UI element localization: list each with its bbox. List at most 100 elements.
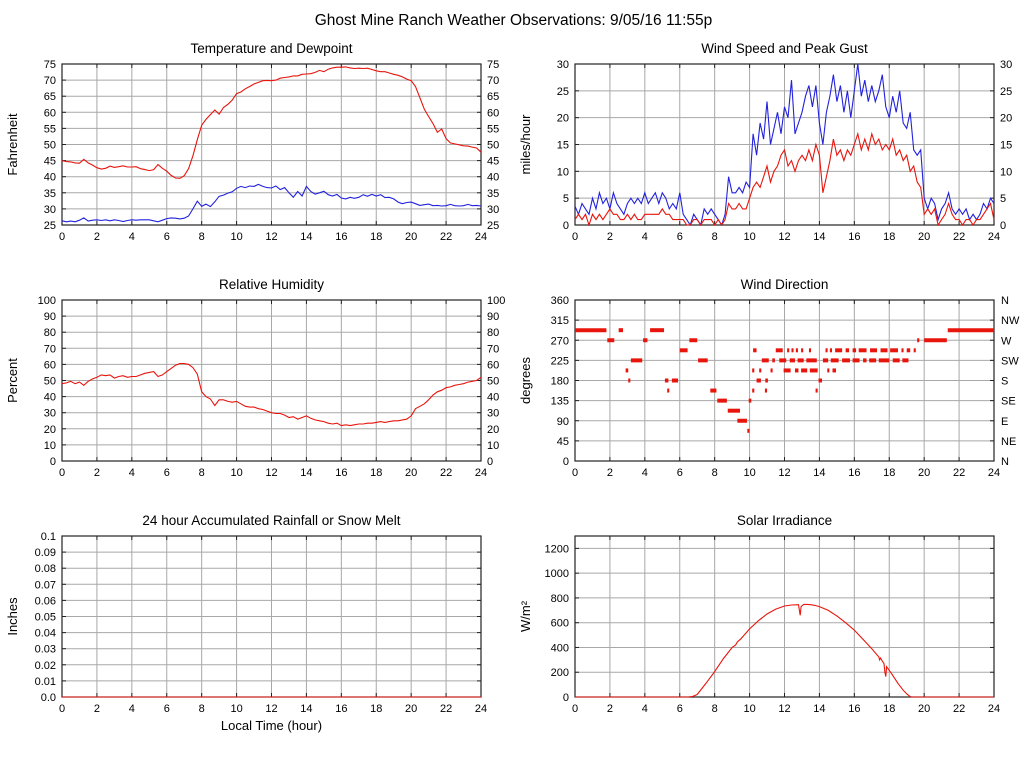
svg-text:40: 40 xyxy=(44,392,56,404)
chart-wind-direction: 0 2 4 6 8 10 12 14 16 18 20 22 24 0 N 45 NE 90 E 135 SE 180 S 2… xyxy=(516,274,1023,510)
svg-text:0: 0 xyxy=(1000,220,1006,232)
svg-text:10: 10 xyxy=(230,467,242,479)
svg-text:6: 6 xyxy=(164,703,170,715)
svg-text:miles/hour: miles/hour xyxy=(518,114,533,175)
dewpoint-line xyxy=(61,183,482,223)
svg-text:60: 60 xyxy=(44,107,56,119)
svg-text:16: 16 xyxy=(335,231,347,243)
svg-text:50: 50 xyxy=(487,140,499,152)
svg-text:0: 0 xyxy=(50,456,56,468)
svg-text:0: 0 xyxy=(572,467,578,479)
svg-text:800: 800 xyxy=(551,593,569,605)
charts-grid: 0 2 4 6 8 10 12 14 16 18 20 22 24 25 25 30 30 35 35 40 40 45 4… xyxy=(0,38,1027,746)
svg-text:20: 20 xyxy=(557,113,569,125)
wind-speed-line xyxy=(574,131,995,226)
svg-text:Temperature and Dewpoint: Temperature and Dewpoint xyxy=(190,41,352,56)
svg-text:22: 22 xyxy=(953,467,965,479)
svg-text:25: 25 xyxy=(487,220,499,232)
svg-text:2: 2 xyxy=(607,467,613,479)
svg-text:N: N xyxy=(1001,295,1009,307)
svg-text:45: 45 xyxy=(557,436,569,448)
svg-text:0.03: 0.03 xyxy=(35,644,56,656)
svg-text:16: 16 xyxy=(335,467,347,479)
svg-text:1000: 1000 xyxy=(545,568,569,580)
svg-text:0: 0 xyxy=(572,703,578,715)
svg-text:50: 50 xyxy=(487,376,499,388)
svg-text:80: 80 xyxy=(44,327,56,339)
svg-text:12: 12 xyxy=(265,467,277,479)
svg-text:25: 25 xyxy=(1000,86,1012,98)
svg-text:45: 45 xyxy=(44,156,56,168)
svg-text:10: 10 xyxy=(1000,166,1012,178)
svg-text:N: N xyxy=(1001,456,1009,468)
svg-text:6: 6 xyxy=(677,467,683,479)
svg-text:S: S xyxy=(1001,376,1008,388)
svg-text:Solar Irradiance: Solar Irradiance xyxy=(737,513,832,528)
svg-text:Wind Direction: Wind Direction xyxy=(741,277,829,292)
svg-text:16: 16 xyxy=(848,703,860,715)
svg-text:40: 40 xyxy=(487,392,499,404)
svg-text:70: 70 xyxy=(44,343,56,355)
svg-text:10: 10 xyxy=(743,467,755,479)
svg-text:75: 75 xyxy=(44,59,56,71)
svg-text:10: 10 xyxy=(557,166,569,178)
chart-rainfall: 0 2 4 6 8 10 12 14 16 18 20 22 24 0.0 0.01 0.02 0.03 0.04… xyxy=(3,510,510,746)
svg-text:5: 5 xyxy=(563,193,569,205)
svg-text:24: 24 xyxy=(475,703,487,715)
svg-text:65: 65 xyxy=(487,91,499,103)
svg-text:20: 20 xyxy=(44,424,56,436)
svg-text:18: 18 xyxy=(370,231,382,243)
svg-text:90: 90 xyxy=(557,416,569,428)
svg-text:600: 600 xyxy=(551,618,569,630)
svg-text:8: 8 xyxy=(199,231,205,243)
svg-text:14: 14 xyxy=(300,703,312,715)
svg-text:18: 18 xyxy=(883,467,895,479)
svg-text:SW: SW xyxy=(1001,355,1019,367)
svg-text:24 hour Accumulated Rainfall o: 24 hour Accumulated Rainfall or Snow Mel… xyxy=(142,513,400,528)
svg-text:55: 55 xyxy=(487,123,499,135)
svg-text:2: 2 xyxy=(94,231,100,243)
svg-text:270: 270 xyxy=(551,335,569,347)
svg-text:16: 16 xyxy=(848,467,860,479)
svg-text:135: 135 xyxy=(551,396,569,408)
svg-text:NW: NW xyxy=(1001,315,1020,327)
svg-text:360: 360 xyxy=(551,295,569,307)
svg-text:12: 12 xyxy=(265,703,277,715)
svg-text:Percent: Percent xyxy=(5,358,20,403)
svg-text:4: 4 xyxy=(642,467,648,479)
svg-text:0: 0 xyxy=(563,220,569,232)
svg-text:0: 0 xyxy=(563,456,569,468)
temperature-line xyxy=(61,66,482,179)
svg-text:22: 22 xyxy=(953,231,965,243)
svg-text:0: 0 xyxy=(487,456,493,468)
svg-text:60: 60 xyxy=(487,107,499,119)
svg-text:40: 40 xyxy=(44,172,56,184)
svg-text:80: 80 xyxy=(487,327,499,339)
svg-text:14: 14 xyxy=(813,231,825,243)
svg-text:30: 30 xyxy=(44,204,56,216)
svg-text:30: 30 xyxy=(44,408,56,420)
solar-irradiance-plot: 0 2 4 6 8 10 12 14 16 18 20 22 240200400600800100012… xyxy=(518,513,1000,715)
svg-text:20: 20 xyxy=(405,231,417,243)
svg-text:0.0: 0.0 xyxy=(41,692,56,704)
svg-text:24: 24 xyxy=(988,467,1000,479)
svg-text:55: 55 xyxy=(44,123,56,135)
svg-text:4: 4 xyxy=(129,703,135,715)
svg-text:0: 0 xyxy=(59,467,65,479)
svg-text:40: 40 xyxy=(487,172,499,184)
svg-text:0.06: 0.06 xyxy=(35,595,56,607)
svg-text:75: 75 xyxy=(487,59,499,71)
svg-text:225: 225 xyxy=(551,355,569,367)
relative-humidity-line xyxy=(61,363,482,427)
svg-text:Inches: Inches xyxy=(5,597,20,636)
svg-text:5: 5 xyxy=(1000,193,1006,205)
svg-text:Wind Speed and Peak Gust: Wind Speed and Peak Gust xyxy=(701,41,868,56)
svg-text:30: 30 xyxy=(487,408,499,420)
svg-text:10: 10 xyxy=(44,440,56,452)
svg-text:180: 180 xyxy=(551,376,569,388)
solar-irradiance-line xyxy=(575,603,994,698)
svg-text:16: 16 xyxy=(335,703,347,715)
